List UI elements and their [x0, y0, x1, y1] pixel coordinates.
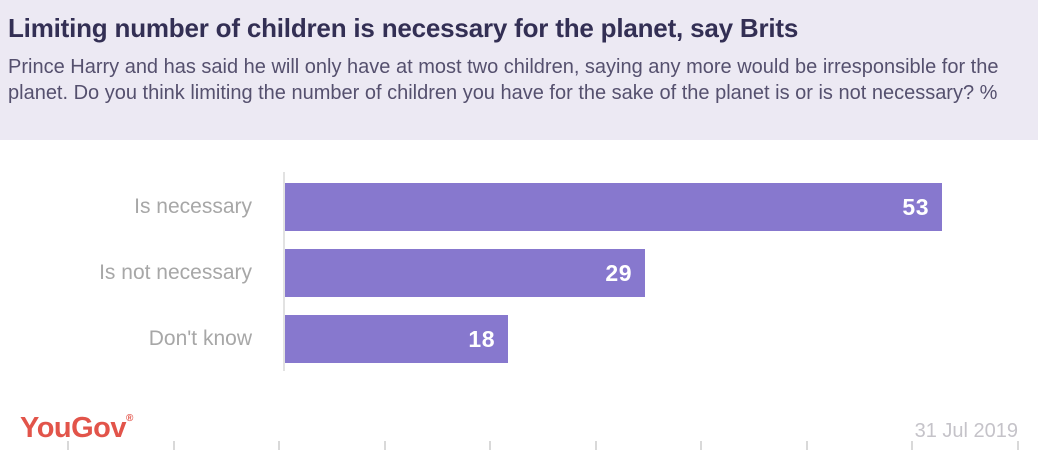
axis-tick	[384, 441, 386, 450]
category-label: Don't know	[148, 327, 252, 350]
bar-value-label: 53	[902, 193, 929, 220]
axis-tick	[700, 441, 702, 450]
y-axis-line	[283, 172, 285, 371]
registered-trademark-icon: ®	[126, 413, 133, 424]
chart-header: Limiting number of children is necessary…	[0, 0, 1038, 140]
axis-tick	[67, 441, 69, 450]
axis-tick	[595, 441, 597, 450]
category-label: Is not necessary	[99, 261, 252, 284]
bar-value-label: 18	[468, 325, 495, 352]
yougov-logo: YouGov®	[20, 412, 133, 445]
bar-row: Is necessary 53	[0, 183, 1038, 231]
bar-row: Is not necessary 29	[0, 249, 1038, 297]
bar-value-label: 29	[605, 259, 632, 286]
bar: 18	[285, 315, 508, 363]
axis-tick	[489, 441, 491, 450]
yougov-logo-text: YouGov	[20, 412, 127, 444]
axis-tick	[1017, 441, 1019, 450]
bar: 29	[285, 249, 645, 297]
bar-row: Don't know 18	[0, 315, 1038, 363]
axis-tick	[911, 441, 913, 450]
chart-title: Limiting number of children is necessary…	[8, 13, 799, 43]
category-label: Is necessary	[134, 195, 252, 218]
axis-tick	[806, 441, 808, 450]
chart-date: 31 Jul 2019	[914, 420, 1018, 442]
bar: 53	[285, 183, 942, 231]
axis-tick	[278, 441, 280, 450]
axis-tick	[173, 441, 175, 450]
chart-subtitle: Prince Harry and has said he will only h…	[8, 56, 999, 104]
